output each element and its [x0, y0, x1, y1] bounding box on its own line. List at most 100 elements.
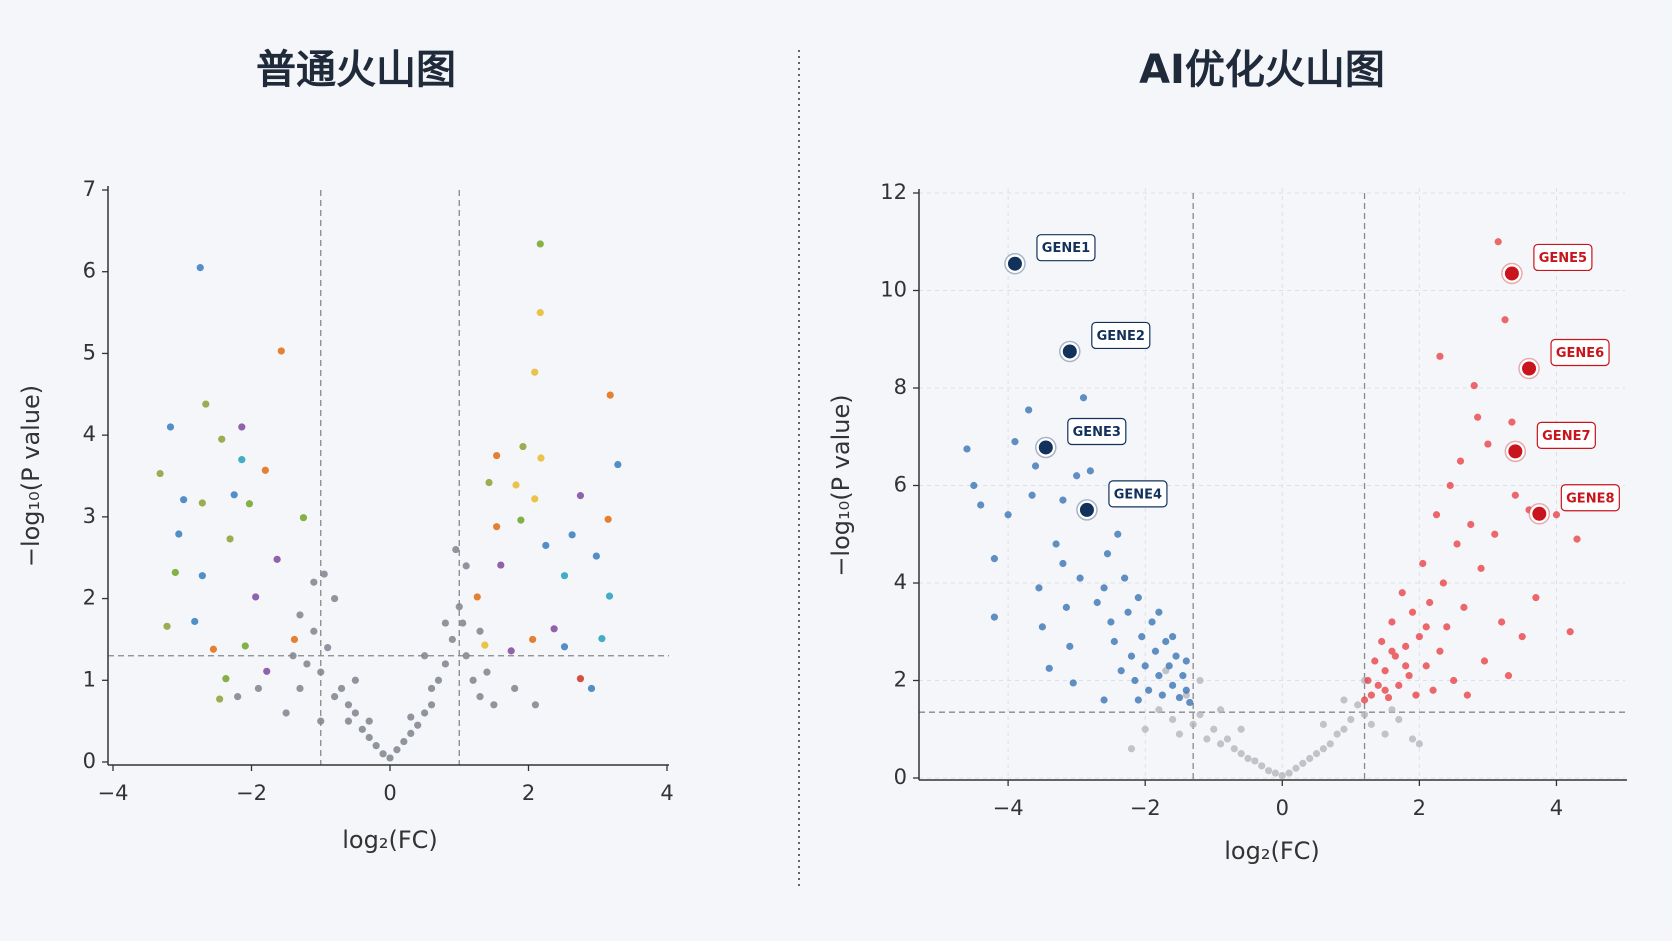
point — [1100, 696, 1108, 704]
label-box — [1091, 321, 1151, 350]
point — [198, 572, 206, 580]
point — [1134, 696, 1142, 704]
point — [1319, 720, 1328, 728]
point — [1162, 637, 1170, 646]
point — [1415, 633, 1423, 641]
point — [1117, 667, 1125, 675]
highlight-point — [1007, 256, 1022, 271]
point — [1169, 715, 1177, 724]
point — [1175, 693, 1184, 702]
point — [511, 684, 519, 693]
point — [1566, 628, 1574, 636]
point — [209, 645, 218, 653]
point — [400, 737, 408, 746]
point — [407, 729, 415, 738]
point — [1038, 623, 1046, 631]
point — [1107, 618, 1115, 626]
point — [414, 721, 422, 729]
point — [1381, 730, 1389, 738]
point — [1059, 496, 1067, 504]
point — [1155, 672, 1163, 680]
point — [180, 496, 188, 504]
point — [427, 701, 436, 709]
point — [238, 456, 246, 464]
point — [1415, 740, 1423, 748]
point — [542, 541, 550, 550]
point — [1371, 657, 1379, 665]
y-tick-label: 10 — [880, 278, 907, 302]
point — [497, 561, 505, 569]
point — [1189, 720, 1197, 728]
point — [1114, 530, 1122, 538]
point — [481, 641, 489, 649]
point — [1501, 316, 1509, 324]
point — [1388, 647, 1396, 655]
point — [421, 652, 429, 660]
point — [234, 693, 242, 701]
series — [1127, 667, 1423, 780]
x-tick-label: −2 — [236, 781, 267, 805]
point — [1532, 594, 1540, 602]
point — [238, 423, 246, 431]
point — [372, 742, 380, 750]
y-tick-label: 6 — [894, 473, 907, 497]
point — [537, 454, 545, 462]
point — [1216, 706, 1225, 714]
x-axis-label: log₂(FC) — [1224, 837, 1320, 865]
point — [1079, 394, 1088, 402]
point — [1384, 693, 1393, 702]
point — [344, 717, 353, 725]
point — [273, 555, 281, 563]
point — [344, 701, 353, 709]
point — [1285, 769, 1293, 777]
point — [1127, 652, 1136, 660]
point — [1340, 725, 1348, 733]
point — [1093, 598, 1101, 607]
point — [1025, 406, 1033, 414]
y-tick-label: 1 — [83, 667, 96, 691]
gene-label: GENE8 — [1566, 491, 1614, 506]
x-tick-label: 0 — [383, 781, 396, 805]
point — [1552, 511, 1561, 519]
point — [198, 499, 206, 507]
point — [606, 391, 614, 399]
point — [483, 668, 491, 676]
x-tick-label: 0 — [1276, 796, 1289, 820]
point — [1480, 657, 1489, 665]
point — [990, 555, 998, 563]
x-tick-label: −2 — [1130, 796, 1161, 820]
point — [592, 552, 600, 560]
point — [1028, 491, 1036, 499]
point — [1453, 540, 1461, 548]
point — [310, 578, 318, 586]
y-tick-label: 7 — [83, 177, 96, 201]
highlight-point — [1079, 502, 1094, 517]
label-box — [1536, 421, 1596, 449]
point — [379, 750, 387, 758]
point — [1182, 657, 1190, 665]
point — [202, 400, 210, 408]
point — [261, 466, 269, 474]
series — [156, 240, 622, 703]
point — [421, 709, 429, 717]
point — [1395, 681, 1403, 689]
point — [1062, 603, 1070, 611]
point — [476, 627, 484, 635]
point — [1470, 381, 1478, 390]
point — [296, 684, 304, 693]
point — [218, 435, 226, 443]
point — [519, 442, 527, 451]
point — [1388, 618, 1396, 626]
point — [493, 523, 501, 531]
point — [459, 619, 467, 627]
point — [1066, 642, 1074, 650]
point — [560, 643, 569, 651]
gene-label: GENE5 — [1539, 251, 1587, 266]
point — [587, 684, 596, 693]
point — [1169, 681, 1177, 689]
point — [1347, 715, 1355, 724]
point — [441, 619, 449, 627]
point — [462, 562, 470, 570]
point — [1333, 730, 1341, 738]
